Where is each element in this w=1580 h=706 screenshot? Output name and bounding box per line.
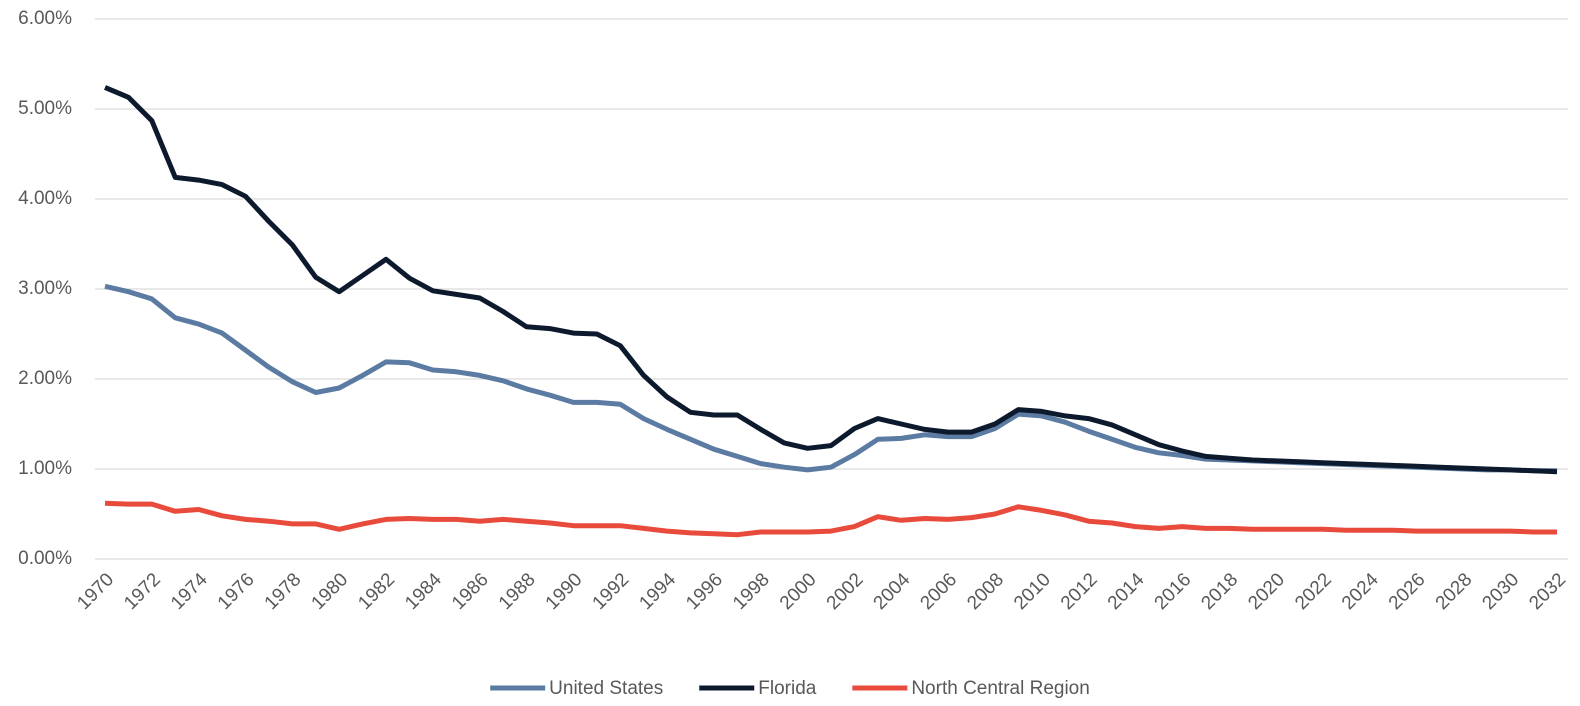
x-tick-label: 2026 [1385, 569, 1430, 614]
y-tick-label: 4.00% [18, 188, 72, 209]
x-tick-label: 2028 [1432, 569, 1477, 614]
x-tick-label: 1976 [214, 569, 259, 614]
x-tick-label: 1990 [542, 569, 587, 614]
legend-label: North Central Region [911, 678, 1089, 699]
y-tick-label: 3.00% [18, 278, 72, 299]
x-tick-label: 1980 [308, 569, 353, 614]
x-tick-label: 2022 [1291, 569, 1336, 614]
x-tick-label: 1970 [73, 569, 118, 614]
x-tick-label: 2008 [963, 569, 1008, 614]
x-tick-label: 2002 [823, 569, 868, 614]
x-tick-label: 2018 [1197, 569, 1242, 614]
x-tick-label: 1986 [448, 569, 493, 614]
x-tick-label: 2010 [1010, 569, 1055, 614]
x-tick-label: 1974 [167, 569, 212, 614]
legend-label: Florida [758, 678, 817, 699]
x-tick-label: 2016 [1151, 569, 1196, 614]
x-tick-label: 2024 [1338, 569, 1383, 614]
y-tick-label: 2.00% [18, 368, 72, 389]
x-tick-label: 2012 [1057, 569, 1102, 614]
x-tick-label: 1988 [495, 569, 540, 614]
x-tick-label: 2014 [1104, 569, 1149, 614]
x-tick-label: 1994 [635, 569, 680, 614]
y-tick-label: 6.00% [18, 8, 72, 29]
y-tick-label: 1.00% [18, 458, 72, 479]
x-tick-label: 1972 [120, 569, 165, 614]
x-tick-label: 1978 [261, 569, 306, 614]
x-tick-label: 2032 [1525, 569, 1570, 614]
x-tick-label: 2006 [916, 569, 961, 614]
x-tick-label: 2030 [1478, 569, 1523, 614]
x-tick-label: 2000 [776, 569, 821, 614]
series-line [104, 500, 1557, 538]
x-tick-label: 1984 [401, 569, 446, 614]
y-tick-label: 0.00% [18, 548, 72, 569]
y-tick-label: 5.00% [18, 98, 72, 119]
x-tick-label: 1996 [682, 569, 727, 614]
x-tick-label: 2020 [1244, 569, 1289, 614]
series-line [104, 85, 1558, 475]
x-tick-label: 1992 [589, 569, 634, 614]
x-tick-label: 1982 [354, 569, 399, 614]
legend-label: United States [549, 678, 663, 699]
x-tick-label: 1998 [729, 569, 774, 614]
x-tick-label: 2004 [870, 569, 915, 614]
